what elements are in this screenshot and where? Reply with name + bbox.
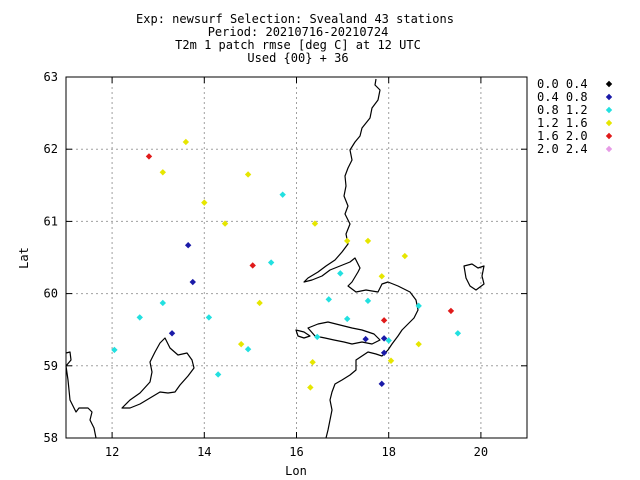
station-marker: [337, 270, 344, 277]
y-tick-label: 62: [44, 142, 58, 156]
station-marker: [380, 317, 388, 324]
station-marker: [309, 358, 316, 366]
x-tick-label: 18: [381, 445, 395, 459]
legend: 0.0 0.40.4 0.80.8 1.21.2 1.61.6 2.02.0 2…: [537, 77, 613, 156]
station-marker: [279, 191, 286, 198]
station-marker: [325, 296, 332, 303]
station-marker: [447, 307, 455, 315]
station-marker: [362, 335, 369, 343]
chart-title-line-1: Exp: newsurf Selection: Svealand 43 stat…: [136, 12, 454, 26]
station-marker: [378, 273, 385, 280]
y-tick-label: 59: [44, 359, 58, 373]
station-marker: [111, 346, 118, 354]
y-tick-labels: 58 59 60 61 62 63: [44, 70, 58, 445]
station-marker: [182, 138, 190, 146]
chart-title-line-4: Used {00} + 36: [247, 51, 348, 65]
station-marker: [387, 357, 395, 364]
station-marker: [145, 153, 153, 160]
legend-entry-label: 1.2 1.6: [537, 116, 588, 130]
station-marker: [159, 299, 167, 307]
station-marker: [256, 299, 263, 307]
station-marker: [244, 345, 252, 353]
station-marker: [201, 199, 208, 206]
station-marker: [385, 337, 392, 344]
x-tick-label: 16: [289, 445, 303, 459]
x-tick-label: 20: [474, 445, 488, 459]
legend-entry-label: 1.6 2.0: [537, 129, 588, 143]
station-marker: [221, 220, 229, 227]
station-marker: [401, 252, 409, 260]
station-marker: [267, 259, 275, 266]
legend-entry-label: 2.0 2.4: [537, 142, 588, 156]
x-tick-label: 14: [197, 445, 211, 459]
station-marker: [249, 262, 256, 269]
station-marker: [184, 242, 192, 249]
y-tick-label: 61: [44, 214, 58, 228]
station-marker: [205, 314, 213, 321]
x-tick-label: 12: [105, 445, 119, 459]
station-marker: [136, 314, 143, 321]
station-marker: [344, 315, 351, 323]
chart-title-line-2: Period: 20210716-20210724: [208, 25, 389, 39]
station-marker: [311, 220, 319, 227]
station-marker: [344, 237, 351, 245]
legend-entry-label: 0.0 0.4: [537, 77, 588, 91]
y-tick-label: 63: [44, 70, 58, 84]
station-marker: [415, 340, 422, 348]
station-marker: [380, 349, 388, 357]
legend-entry-label: 0.4 0.8: [537, 90, 588, 104]
legend-marker: [605, 145, 613, 153]
legend-marker: [605, 132, 613, 140]
station-marker: [189, 278, 196, 286]
station-marker: [159, 169, 167, 176]
station-marker: [168, 330, 176, 337]
legend-marker: [605, 80, 613, 88]
station-marker: [314, 333, 321, 341]
legend-marker: [605, 106, 613, 114]
station-marker: [244, 171, 252, 178]
x-axis-label: Lon: [285, 464, 307, 478]
axes: [65, 76, 528, 439]
y-tick-label: 58: [44, 431, 58, 445]
chart-title-line-3: T2m 1 patch rmse [deg C] at 12 UTC: [175, 38, 421, 52]
station-marker: [380, 335, 388, 342]
grid-lines: [66, 77, 527, 438]
station-marker: [364, 237, 372, 245]
x-tick-labels: 12 14 16 18 20: [105, 445, 488, 459]
y-axis-label: Lat: [17, 247, 31, 269]
y-tick-label: 60: [44, 287, 58, 301]
station-marker: [364, 297, 372, 305]
station-markers: [111, 138, 462, 391]
legend-entry-label: 0.8 1.2: [537, 103, 588, 117]
station-marker: [415, 302, 422, 310]
station-marker: [454, 330, 462, 337]
legend-marker: [605, 119, 613, 127]
station-marker: [307, 384, 314, 391]
coastline-map: [65, 78, 485, 439]
legend-marker: [605, 93, 613, 101]
station-marker: [214, 371, 222, 378]
station-marker: [237, 340, 245, 348]
station-marker: [378, 380, 385, 388]
